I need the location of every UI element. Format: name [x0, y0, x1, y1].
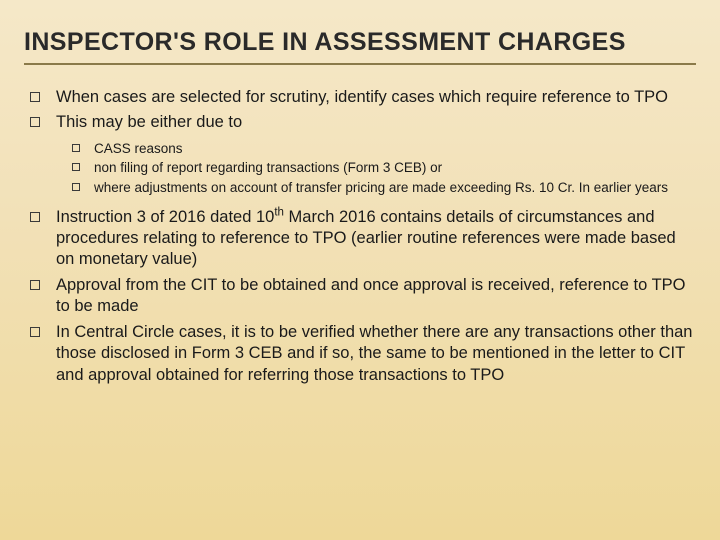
list-item: When cases are selected for scrutiny, id…	[30, 87, 696, 108]
list-item: non filing of report regarding transacti…	[72, 159, 696, 177]
ordinal-superscript: th	[274, 206, 284, 218]
list-item-text: In Central Circle cases, it is to be ver…	[56, 322, 696, 386]
list-item: where adjustments on account of transfer…	[72, 179, 696, 197]
slide-title: INSPECTOR'S ROLE IN ASSESSMENT CHARGES	[24, 28, 696, 65]
square-bullet-icon	[30, 92, 40, 102]
text-run: Instruction 3 of 2016 dated 10	[56, 208, 274, 226]
bullet-list-level1: Instruction 3 of 2016 dated 10th March 2…	[24, 207, 696, 387]
list-item: CASS reasons	[72, 140, 696, 158]
square-bullet-icon	[72, 183, 80, 191]
list-item-text: When cases are selected for scrutiny, id…	[56, 87, 668, 108]
bullet-list-level1: When cases are selected for scrutiny, id…	[24, 87, 696, 134]
list-item-text: non filing of report regarding transacti…	[94, 159, 442, 177]
list-item-text: This may be either due to	[56, 112, 242, 133]
list-item: In Central Circle cases, it is to be ver…	[30, 322, 696, 386]
bullet-list-level2: CASS reasons non filing of report regard…	[24, 140, 696, 197]
list-item-text: Approval from the CIT to be obtained and…	[56, 275, 696, 318]
square-bullet-icon	[30, 117, 40, 127]
list-item-text: where adjustments on account of transfer…	[94, 179, 668, 197]
list-item-text: Instruction 3 of 2016 dated 10th March 2…	[56, 207, 696, 271]
list-item: Approval from the CIT to be obtained and…	[30, 275, 696, 318]
list-item: This may be either due to	[30, 112, 696, 133]
square-bullet-icon	[72, 163, 80, 171]
square-bullet-icon	[30, 280, 40, 290]
list-item: Instruction 3 of 2016 dated 10th March 2…	[30, 207, 696, 271]
square-bullet-icon	[72, 144, 80, 152]
square-bullet-icon	[30, 212, 40, 222]
square-bullet-icon	[30, 327, 40, 337]
list-item-text: CASS reasons	[94, 140, 183, 158]
